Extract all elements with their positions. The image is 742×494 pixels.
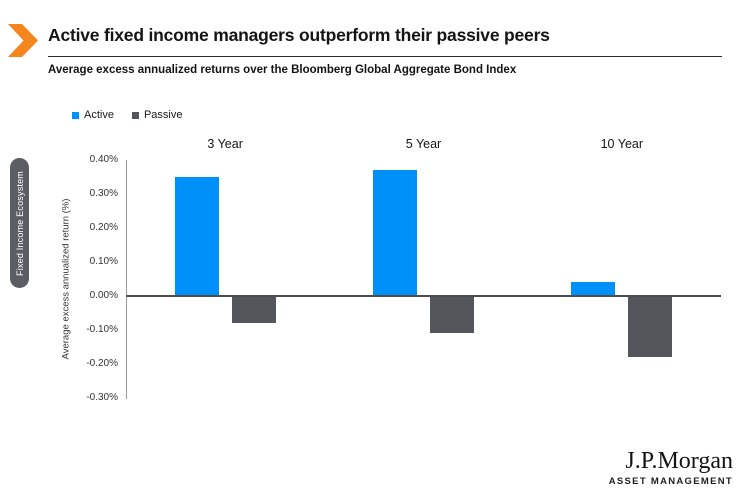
bar-active-5-year (373, 170, 417, 296)
legend-label-passive: Passive (143, 109, 183, 121)
chevron-right-icon (8, 24, 38, 57)
category-label: 3 Year (207, 137, 243, 151)
y-tick-label: 0.20% (89, 222, 118, 233)
chart-legend: Active Passive (72, 109, 183, 121)
category-label: 10 Year (600, 137, 644, 151)
y-tick-label: 0.00% (89, 290, 118, 301)
sidebar-tab-label: Fixed Income Ecosystem (14, 170, 25, 276)
category-label: 5 Year (405, 137, 442, 151)
x-axis-zero-line (126, 295, 721, 297)
logo-division-text: ASSET MANAGEMENT (608, 476, 733, 487)
y-tick-label: 0.30% (89, 188, 118, 199)
bar-active-3-year (174, 177, 219, 296)
y-tick-label: 0.10% (89, 256, 118, 267)
logo-brand-text: J.P.Morgan (625, 448, 733, 474)
bar-active-10-year (571, 282, 616, 296)
bar-passive-3-year (231, 296, 276, 324)
legend-label-active: Active (84, 109, 114, 121)
title-divider (48, 56, 722, 57)
bar-passive-5-year (430, 296, 474, 334)
page-title: Active fixed income managers outperform … (48, 25, 550, 45)
y-axis-line (126, 160, 127, 399)
legend-swatch-active-icon (72, 111, 79, 119)
jpmorgan-logo: J.P.Morgan ASSET MANAGEMENT (609, 449, 733, 487)
y-tick-label: -0.10% (86, 324, 118, 335)
y-tick-label: -0.20% (86, 358, 118, 369)
legend-item-passive: Passive (131, 109, 183, 121)
chart-subtitle: Average excess annualized returns over t… (48, 64, 517, 76)
y-tick-label: 0.40% (89, 154, 118, 165)
legend-item-active: Active (72, 109, 114, 121)
legend-swatch-passive-icon (131, 111, 139, 119)
sidebar-tab-fixed-income-ecosystem[interactable]: Fixed Income Ecosystem (10, 158, 29, 288)
bar-passive-10-year (628, 296, 673, 358)
y-tick-label: -0.30% (86, 392, 118, 403)
